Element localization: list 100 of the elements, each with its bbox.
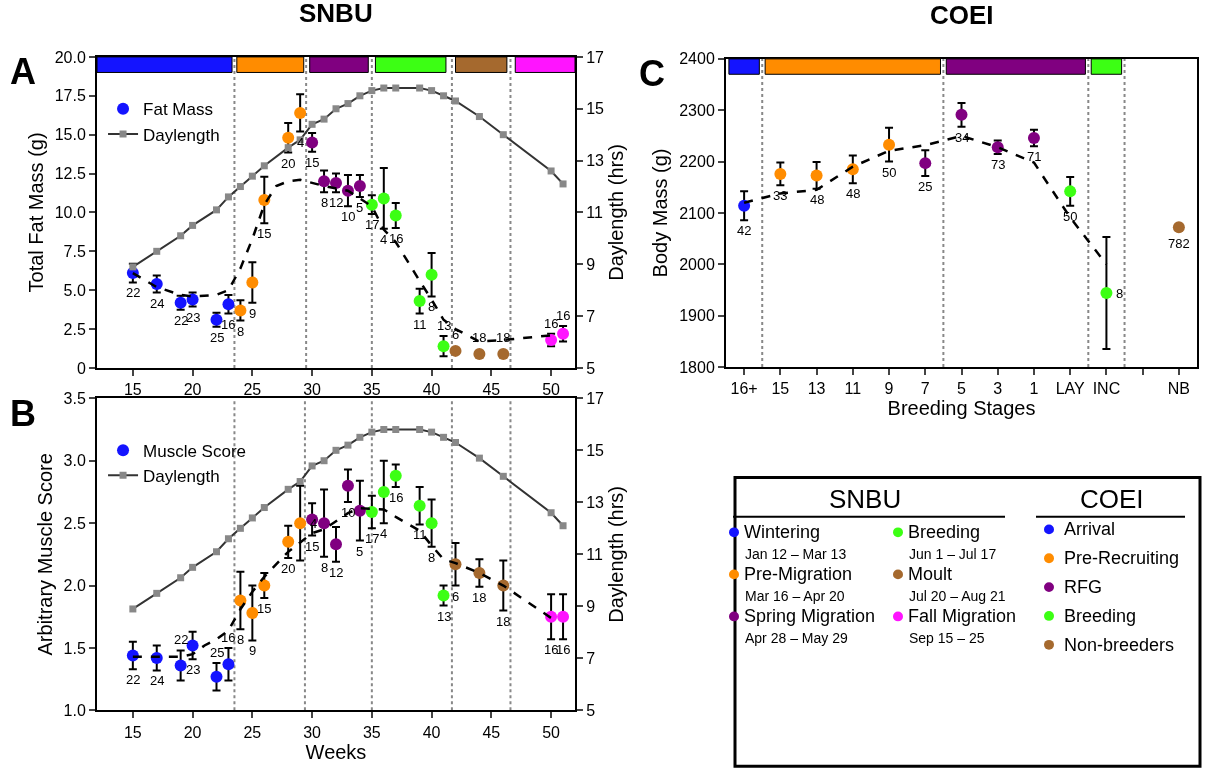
x-tick-label: 13 xyxy=(807,380,826,398)
text: Jun 1 – Jul 17 xyxy=(909,546,997,562)
x-tick-label: 45 xyxy=(482,723,501,741)
y-tick-label: 2.5 xyxy=(63,514,86,532)
x-tick-label: 15 xyxy=(123,723,142,741)
chart-title: SNBU xyxy=(299,0,373,28)
annotation: 4 xyxy=(380,526,388,541)
annotation: 8 xyxy=(1116,286,1124,301)
text: Jan 12 – Mar 13 xyxy=(745,546,847,562)
annotation: 16 xyxy=(389,490,404,505)
annotation: 6 xyxy=(452,327,460,342)
annotation: 9 xyxy=(249,643,257,658)
annotation: 16 xyxy=(556,642,571,657)
y2-tick-label: 9 xyxy=(586,597,596,615)
legend-label: Daylength xyxy=(143,466,220,486)
y-tick-label: 2000 xyxy=(679,255,715,273)
x-tick-label: 20 xyxy=(183,381,202,399)
y-tick-label: 2300 xyxy=(679,101,715,119)
annotation: 8 xyxy=(237,324,245,339)
annotation: 18 xyxy=(496,330,511,345)
chart-title: COEI xyxy=(930,0,994,30)
legend-label: Fall Migration xyxy=(908,606,1017,626)
x-tick-label: 35 xyxy=(362,723,381,741)
y-tick-label: 1800 xyxy=(679,358,715,376)
y-tick-label: 10.0 xyxy=(54,204,86,222)
annotation: 25 xyxy=(210,645,225,660)
y2-tick-label: 17 xyxy=(586,48,605,66)
x-tick-label: 25 xyxy=(243,723,262,741)
x-tick-label: 30 xyxy=(303,723,322,741)
annotation: 11 xyxy=(413,317,427,332)
annotation: 17 xyxy=(365,531,380,546)
y-axis-title: Arbitrary Muscle Score xyxy=(33,453,56,656)
annotation: 18 xyxy=(496,614,511,629)
annotation: 22 xyxy=(126,672,141,687)
y-tick-label: 17.5 xyxy=(54,87,86,105)
annotation: 13 xyxy=(437,609,452,624)
legend-label: Muscle Score xyxy=(143,441,247,461)
annotation: 18 xyxy=(472,590,487,605)
annotation: 48 xyxy=(846,186,861,201)
x-tick-label: 30 xyxy=(303,381,322,399)
annotation: 12 xyxy=(329,565,344,580)
y2-tick-label: 7 xyxy=(586,307,596,325)
text: Jul 20 – Aug 21 xyxy=(909,588,1006,604)
annotation: 22 xyxy=(126,285,141,300)
annotation: 24 xyxy=(150,673,165,688)
text: Mar 16 – Apr 20 xyxy=(745,588,845,604)
legend-label: Daylength xyxy=(143,125,220,145)
y-tick-label: 2100 xyxy=(679,204,715,222)
x-tick-label: NB xyxy=(1167,380,1190,398)
annotation: 6 xyxy=(452,589,460,604)
annotation: 16 xyxy=(544,316,559,331)
annotation: 71 xyxy=(1027,149,1042,164)
x-tick-label: 3 xyxy=(993,380,1003,398)
y-tick-label: 3.5 xyxy=(63,389,86,407)
x-tick-label: 1 xyxy=(1029,380,1039,398)
y-tick-label: 2200 xyxy=(679,153,715,171)
x-tick-label: 11 xyxy=(844,380,862,398)
y2-tick-label: 15 xyxy=(586,441,605,459)
annotation: 10 xyxy=(341,209,356,224)
legend-label: Fat Mass xyxy=(143,100,213,120)
x-tick-label: 40 xyxy=(422,723,441,741)
annotation: 4 xyxy=(380,232,388,247)
annotation: 25 xyxy=(210,330,225,345)
text: A xyxy=(10,51,36,92)
x-tick-label: 20 xyxy=(183,723,202,741)
legend-label: Pre-Recruiting xyxy=(1064,548,1180,568)
y2-tick-label: 9 xyxy=(586,255,596,273)
y-tick-label: 2.0 xyxy=(63,577,86,595)
legend-label: Wintering xyxy=(744,522,821,542)
y2-tick-label: 15 xyxy=(586,100,605,118)
x-tick-label: INC xyxy=(1092,380,1121,398)
y2-tick-label: 17 xyxy=(586,389,605,407)
annotation: 13 xyxy=(437,318,452,333)
annotation: 18 xyxy=(472,330,487,345)
legend-label: Moult xyxy=(908,564,953,584)
text: Apr 28 – May 29 xyxy=(745,630,848,646)
annotation: 15 xyxy=(257,226,272,241)
x-tick-label: 15 xyxy=(123,381,142,399)
y-axis-title: Body Mass (g) xyxy=(649,148,672,278)
annotation: 15 xyxy=(257,601,272,616)
text: Sep 15 – 25 xyxy=(909,630,985,646)
x-tick-label: 15 xyxy=(771,380,790,398)
x-tick-label: 45 xyxy=(482,381,501,399)
annotation: 15 xyxy=(305,539,320,554)
x-tick-label: 40 xyxy=(422,381,441,399)
annotation: 8 xyxy=(321,195,329,210)
legend-label: Spring Migration xyxy=(744,606,876,626)
annotation: 50 xyxy=(1063,209,1078,224)
y-tick-label: 0 xyxy=(76,359,86,377)
annotation: 73 xyxy=(991,157,1006,172)
annotation: 23 xyxy=(186,662,201,677)
annotation: 4 xyxy=(297,135,305,150)
annotation: 20 xyxy=(281,561,296,576)
y-tick-label: 12.5 xyxy=(54,165,86,183)
text: SNBU xyxy=(829,484,902,514)
annotation: 25 xyxy=(918,179,933,194)
legend-label: Non-breeders xyxy=(1064,635,1175,655)
y-tick-label: 1.5 xyxy=(63,639,86,657)
annotation: 48 xyxy=(810,192,825,207)
x-tick-label: 5 xyxy=(957,380,967,398)
